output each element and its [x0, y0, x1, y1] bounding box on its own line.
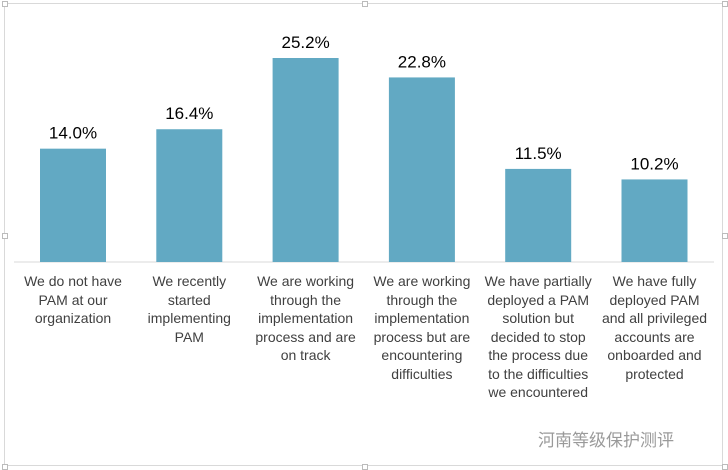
bar — [505, 168, 572, 262]
resize-handle[interactable] — [362, 1, 368, 7]
watermark: 河南等级保护测评 — [538, 431, 674, 450]
category-label: We are working through the implementatio… — [255, 273, 356, 363]
category-label: We are working through the implementatio… — [373, 273, 471, 382]
data-label: 16.4% — [165, 104, 213, 123]
data-label: 11.5% — [515, 144, 562, 163]
data-label: 10.2% — [630, 154, 678, 173]
data-label: 14.0% — [49, 124, 97, 143]
resize-handle[interactable] — [2, 464, 8, 470]
bar — [156, 129, 223, 262]
bar — [40, 148, 106, 262]
category-label: We have fully deployed PAM and all privi… — [601, 273, 708, 382]
data-label: 22.8% — [398, 52, 446, 71]
resize-handle[interactable] — [722, 233, 728, 239]
category-label: We have partially deployed a PAM solutio… — [484, 273, 592, 400]
bar — [621, 179, 688, 262]
bar — [272, 58, 339, 262]
resize-handle[interactable] — [2, 233, 8, 239]
category-label: We do not have PAM at our organization — [24, 273, 122, 326]
resize-handle[interactable] — [722, 464, 728, 470]
resize-handle[interactable] — [2, 1, 8, 7]
resize-handle[interactable] — [362, 464, 368, 470]
data-label: 25.2% — [281, 33, 329, 52]
category-label: We recently started implementing PAM — [147, 273, 231, 345]
resize-handle[interactable] — [722, 1, 728, 7]
bar — [388, 77, 455, 262]
